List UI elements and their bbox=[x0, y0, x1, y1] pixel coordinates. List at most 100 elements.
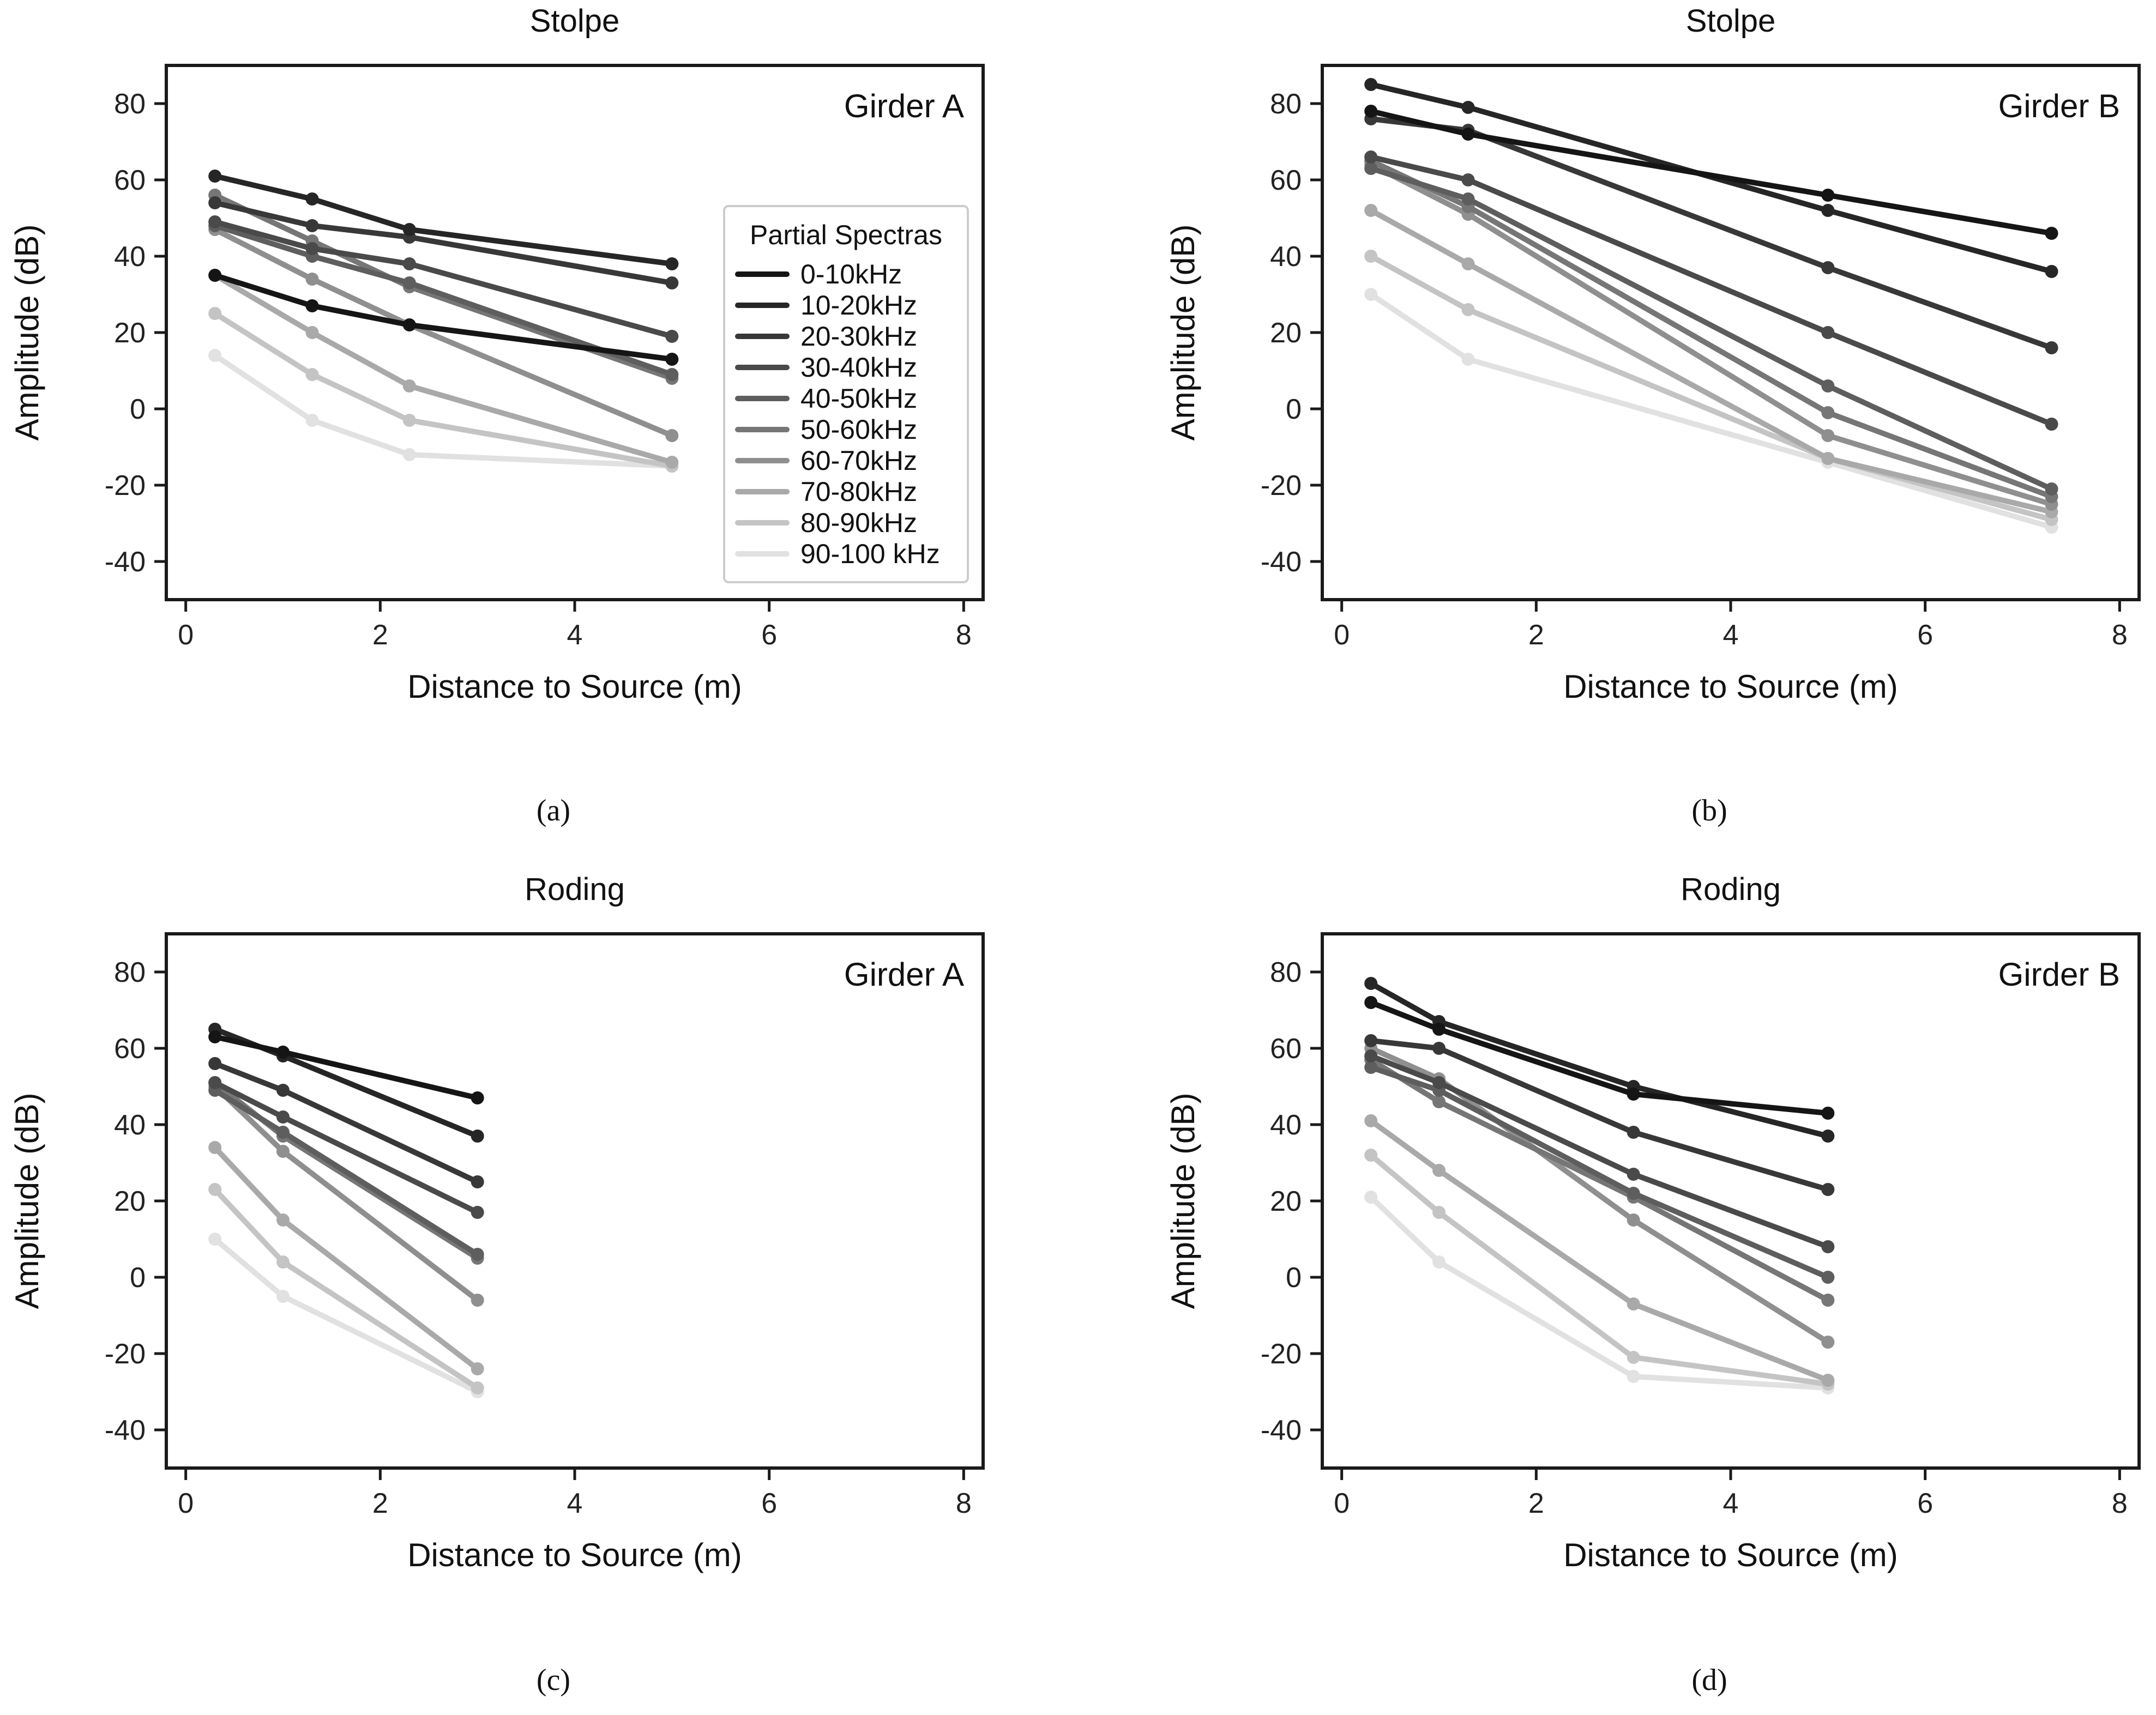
data-point bbox=[1627, 1213, 1640, 1227]
data-point bbox=[1461, 257, 1475, 270]
data-point bbox=[276, 1255, 290, 1269]
data-point bbox=[208, 1233, 222, 1246]
series-line bbox=[212, 227, 675, 438]
y-tick-label: 40 bbox=[114, 241, 146, 273]
data-point bbox=[1627, 1187, 1640, 1200]
data-point bbox=[1627, 1370, 1640, 1383]
series-line bbox=[212, 1236, 480, 1394]
y-tick-label: 80 bbox=[1270, 957, 1302, 988]
y-tick-label: 40 bbox=[114, 1109, 146, 1141]
panel-caption-b: (b) bbox=[1691, 794, 1727, 828]
data-point bbox=[1364, 162, 1378, 175]
girder-annotation: Girder A bbox=[844, 88, 964, 124]
y-tick-label: 80 bbox=[1270, 88, 1302, 120]
x-axis-label: Distance to Source (m) bbox=[1563, 1537, 1898, 1573]
data-point bbox=[1821, 452, 1835, 465]
series-line bbox=[212, 311, 675, 469]
legend-entry: 10-20kHz bbox=[800, 290, 917, 321]
chart-title: Roding bbox=[525, 872, 625, 907]
data-point bbox=[1821, 326, 1835, 339]
series-line bbox=[1368, 166, 2055, 492]
data-point bbox=[1821, 1130, 1835, 1143]
x-tick-label: 2 bbox=[1528, 1488, 1544, 1519]
plot-frame bbox=[1321, 932, 2141, 1470]
series-3 bbox=[208, 215, 679, 343]
series-1 bbox=[208, 170, 679, 270]
data-point bbox=[305, 192, 319, 206]
girder-annotation: Girder B bbox=[1998, 956, 2120, 993]
series-2 bbox=[208, 1057, 484, 1188]
x-tick-label: 0 bbox=[1334, 619, 1350, 651]
y-tick-label: 0 bbox=[1286, 1262, 1302, 1294]
series-1 bbox=[1364, 78, 2058, 278]
data-point bbox=[208, 1057, 222, 1070]
series-line bbox=[212, 1034, 480, 1101]
series-0 bbox=[1364, 996, 1835, 1120]
y-tick-label: 0 bbox=[1286, 394, 1302, 425]
series-line bbox=[1368, 292, 2055, 530]
series-line bbox=[1368, 1194, 1831, 1391]
girder-annotation: Girder A bbox=[844, 956, 964, 993]
data-point bbox=[1432, 1255, 1446, 1269]
legend-entry: 90-100 kHz bbox=[800, 539, 940, 569]
data-point bbox=[1821, 1336, 1835, 1349]
series-line bbox=[1368, 158, 2055, 499]
y-tick-label: -20 bbox=[105, 1338, 146, 1370]
data-point bbox=[305, 326, 319, 339]
x-tick-label: 8 bbox=[2112, 1488, 2128, 1519]
y-tick-label: 60 bbox=[114, 1033, 146, 1065]
data-point bbox=[402, 448, 416, 461]
series-line bbox=[212, 353, 675, 469]
series-line bbox=[1368, 1152, 1831, 1387]
data-point bbox=[1627, 1351, 1640, 1364]
series-line bbox=[1368, 981, 1831, 1139]
y-axis-label: Amplitude (dB) bbox=[9, 1093, 45, 1309]
x-tick-label: 6 bbox=[1917, 619, 1933, 651]
x-axis-label: Distance to Source (m) bbox=[407, 1537, 742, 1573]
data-point bbox=[1364, 1191, 1378, 1204]
legend-entry: 80-90kHz bbox=[800, 508, 917, 538]
data-point bbox=[1627, 1168, 1640, 1181]
data-point bbox=[305, 219, 319, 232]
data-point bbox=[471, 1175, 484, 1188]
x-tick-label: 6 bbox=[1917, 1488, 1933, 1519]
data-point bbox=[1461, 101, 1475, 114]
x-tick-label: 4 bbox=[567, 619, 583, 651]
data-point bbox=[1432, 1023, 1446, 1036]
series-0 bbox=[208, 269, 679, 366]
data-point bbox=[665, 429, 679, 442]
data-point bbox=[276, 1145, 290, 1158]
x-tick-label: 0 bbox=[178, 619, 194, 651]
data-point bbox=[208, 349, 222, 362]
data-point bbox=[1432, 1095, 1446, 1108]
x-tick-label: 8 bbox=[956, 619, 972, 651]
x-tick-label: 8 bbox=[956, 1488, 972, 1519]
series-7 bbox=[1364, 1114, 1835, 1387]
data-point bbox=[402, 257, 416, 270]
y-tick-label: 0 bbox=[130, 1262, 146, 1294]
data-point bbox=[1364, 250, 1378, 263]
y-axis-label: Amplitude (dB) bbox=[1165, 225, 1201, 441]
data-point bbox=[305, 299, 319, 312]
chart-title: Stolpe bbox=[1686, 3, 1775, 39]
x-axis-label: Distance to Source (m) bbox=[1563, 668, 1898, 705]
data-point bbox=[665, 330, 679, 343]
series-8 bbox=[208, 1183, 484, 1394]
data-point bbox=[208, 215, 222, 228]
series-0 bbox=[208, 1030, 484, 1104]
data-point bbox=[665, 276, 679, 289]
data-point bbox=[305, 273, 319, 286]
chart-title: Roding bbox=[1681, 872, 1781, 907]
x-tick-label: 8 bbox=[2112, 619, 2128, 651]
data-point bbox=[1364, 977, 1378, 990]
y-tick-label: -40 bbox=[105, 1415, 146, 1446]
data-point bbox=[665, 368, 679, 381]
series-line bbox=[1368, 1118, 1831, 1383]
x-tick-label: 2 bbox=[1528, 619, 1544, 651]
data-point bbox=[276, 1084, 290, 1097]
data-point bbox=[1364, 288, 1378, 301]
data-point bbox=[305, 242, 319, 255]
data-point bbox=[471, 1294, 484, 1307]
y-tick-label: -40 bbox=[105, 546, 146, 578]
